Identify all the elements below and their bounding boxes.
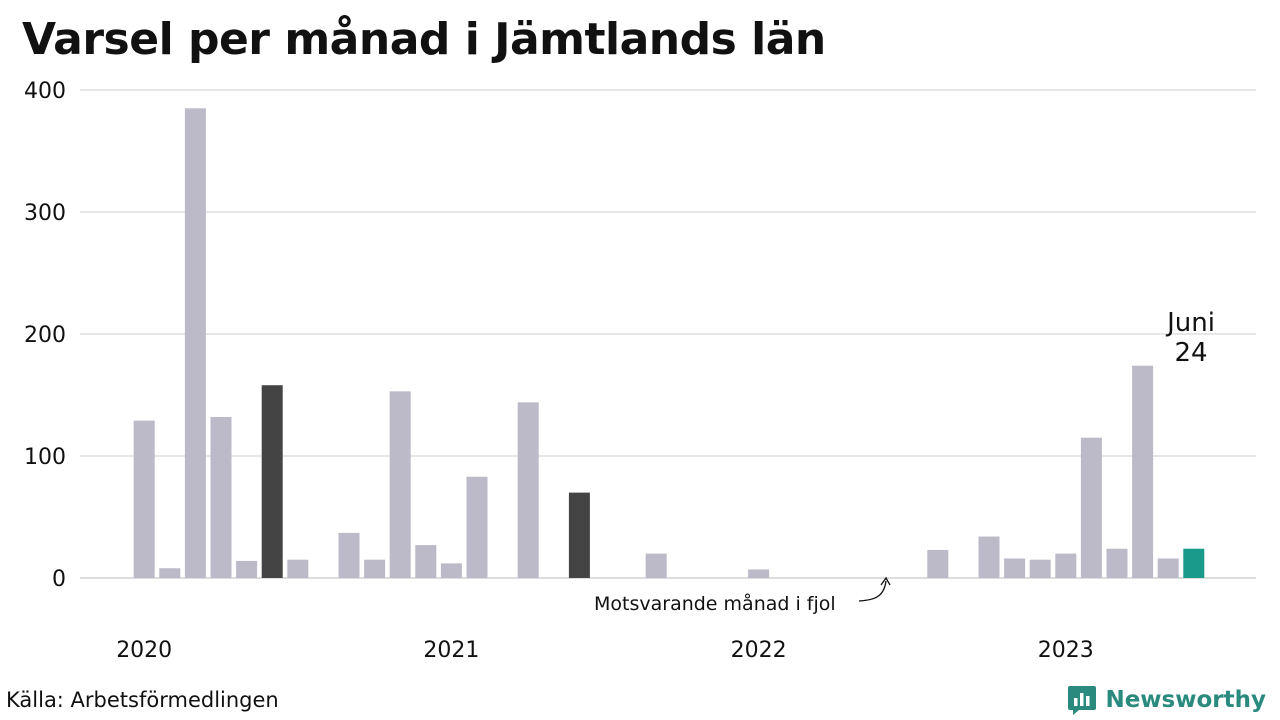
y-tick-label: 200 (24, 323, 66, 348)
bar-2021-01 (440, 563, 462, 578)
y-tick-label: 400 (24, 79, 66, 104)
y-tick-label: 0 (52, 567, 66, 592)
bar-2020-11 (389, 391, 411, 578)
callout-month-label: Juni (1165, 308, 1215, 338)
y-tick-label: 100 (24, 445, 66, 470)
bar-2021-04 (517, 402, 539, 578)
x-tick-label-2021: 2021 (423, 638, 479, 663)
bar-2021-06 (568, 492, 590, 578)
newsworthy-logo-icon (1068, 686, 1097, 715)
previous-year-annotation: Motsvarande månad i fjol (594, 592, 836, 615)
annotations: Motsvarande månad i fjol Juni 24 (594, 308, 1215, 615)
brand-logo: Newsworthy (1067, 684, 1266, 716)
chart-title: Varsel per månad i Jämtlands län (22, 14, 826, 65)
bar-2023-03 (1106, 548, 1128, 578)
annotation-arrow (858, 580, 887, 602)
source-credit: Källa: Arbetsförmedlingen (6, 688, 279, 712)
bar-2020-07 (287, 559, 309, 578)
bar-2023-02 (1080, 437, 1102, 578)
bar-2022-12 (1029, 559, 1051, 578)
annotation-arrowhead (880, 576, 891, 586)
bar-2022-01 (748, 569, 770, 578)
bar-chart: 0 100 200 300 400 2020 2021 2022 2023 Motsvaran… (24, 79, 1256, 663)
bar-2020-02 (159, 568, 181, 578)
x-tick-label-2023: 2023 (1038, 638, 1094, 663)
bar-2020-04 (210, 416, 232, 578)
bars (133, 108, 1205, 579)
y-axis-ticks: 0 100 200 300 400 (24, 79, 66, 592)
bar-2020-03 (184, 108, 206, 579)
bar-2022-11 (1004, 558, 1026, 578)
x-tick-label-2022: 2022 (731, 638, 787, 663)
callout-value-label: 24 (1174, 338, 1207, 368)
bar-2020-10 (364, 559, 386, 578)
bar-2020-09 (338, 532, 360, 578)
x-tick-label-2020: 2020 (116, 638, 172, 663)
bar-2020-01 (133, 420, 155, 578)
bar-2020-05 (236, 560, 258, 578)
bar-2021-09 (645, 553, 667, 578)
bar-2022-10 (978, 536, 1000, 578)
bar-2023-06 (1183, 548, 1205, 578)
brand-name: Newsworthy (1105, 687, 1266, 713)
bar-2021-02 (466, 476, 488, 578)
bar-2023-04 (1132, 365, 1154, 578)
bar-2023-01 (1055, 553, 1077, 578)
bar-2023-05 (1157, 558, 1179, 578)
y-tick-label: 300 (24, 201, 66, 226)
x-axis-year-labels: 2020 2021 2022 2023 (116, 638, 1094, 663)
bar-2020-06 (261, 385, 283, 578)
bar-2020-12 (415, 545, 437, 578)
gridlines (80, 89, 1256, 579)
bar-2022-08 (927, 549, 949, 578)
